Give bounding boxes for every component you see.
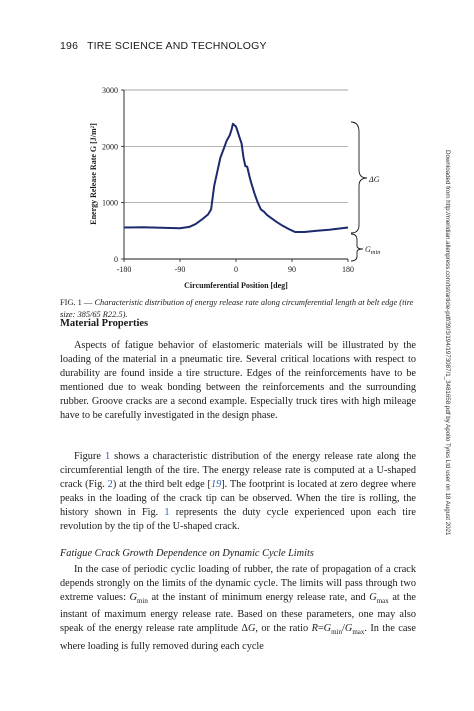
running-header: 196 TIRE SCIENCE AND TECHNOLOGY [60,40,267,52]
section-heading: Material Properties [60,318,149,329]
paragraph-2: Figure 1 shows a characteristic distribu… [60,451,417,533]
download-watermark: Downloaded from http://meridian.allenpre… [444,150,451,536]
page-number: 196 [60,40,79,52]
y-tick-label: 1000 [102,199,118,208]
chart-axes [121,89,349,262]
g-min-annotation: Gmin [365,245,381,256]
paragraph-3: In the case of periodic cyclic loading o… [60,564,416,652]
journal-title: TIRE SCIENCE AND TECHNOLOGY [87,40,267,52]
subsection-heading: Fatigue Crack Growth Dependence on Dynam… [60,548,314,559]
g-min-brace [350,233,364,262]
chart-grid [124,89,348,204]
y-tick-label: 2000 [102,142,118,151]
caption-label: FIG. 1 — [60,298,93,307]
x-tick-label: 0 [234,265,238,274]
figure-ref-link[interactable]: 1 [104,451,111,462]
delta-g-annotation: ΔG [368,175,380,184]
y-tick-label: 0 [114,255,118,264]
x-tick-label: 180 [342,265,354,274]
y-axis-label: Energy Release Rate G [J/m²] [89,123,98,225]
x-tick-label: -180 [117,265,132,274]
x-tick-labels: -180 -90 0 90 180 [117,265,354,274]
figure-ref-link[interactable]: 2 [107,479,113,491]
paragraph-1: Aspects of fatigue behavior of elastomer… [60,340,416,422]
citation-link[interactable]: 19 [210,479,222,491]
figure-caption: FIG. 1 — Characteristic distribution of … [60,297,415,321]
x-tick-label: 90 [288,265,296,274]
delta-g-brace [350,121,368,234]
x-axis-label: Circumferential Position [deg] [184,281,288,290]
y-tick-labels: 0 1000 2000 3000 [102,86,118,264]
series-line [123,122,349,233]
energy-release-chart: 0 1000 2000 3000 -180 -90 0 90 180 Circumferent… [89,86,381,290]
y-tick-label: 3000 [102,86,118,95]
caption-text: Characteristic distribution of energy re… [60,298,414,319]
figure-ref-link[interactable]: 1 [164,507,170,519]
x-tick-label: -90 [175,265,186,274]
